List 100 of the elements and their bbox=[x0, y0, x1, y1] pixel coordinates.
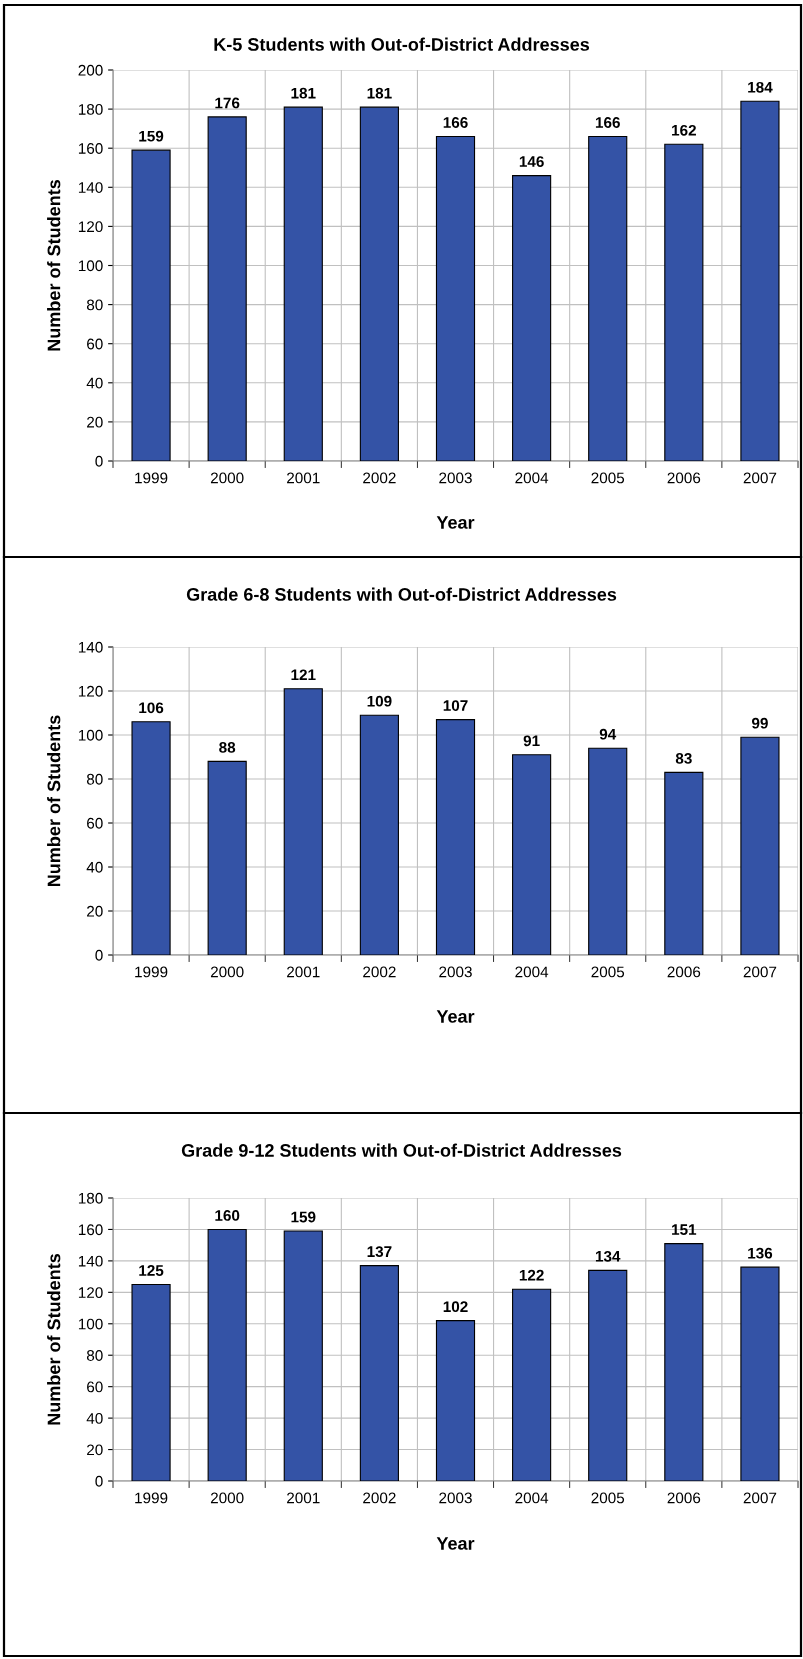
data-label: 91 bbox=[523, 735, 540, 747]
bar bbox=[512, 754, 552, 955]
x-tick-label: 2001 bbox=[287, 472, 320, 484]
x-tick-label: 2005 bbox=[591, 472, 625, 484]
bar bbox=[740, 736, 780, 955]
bar bbox=[588, 1269, 628, 1481]
y-tick-label: 40 bbox=[86, 861, 103, 873]
x-tick-label: 2004 bbox=[515, 1492, 549, 1504]
y-tick-label: 160 bbox=[78, 1224, 103, 1236]
bar bbox=[207, 1228, 247, 1481]
y-axis-title: Number of Students bbox=[47, 1253, 61, 1425]
bar bbox=[359, 106, 399, 461]
chart-title: Grade 6-8 Students with Out-of-District Addresses bbox=[186, 587, 617, 601]
x-tick-label: 2007 bbox=[743, 966, 777, 978]
y-tick-label: 180 bbox=[78, 1192, 103, 1204]
y-tick-label: 140 bbox=[78, 1255, 103, 1267]
bar bbox=[512, 1288, 552, 1481]
bar bbox=[740, 100, 780, 461]
y-tick-label: 20 bbox=[87, 1444, 103, 1456]
x-tick-label: 2002 bbox=[363, 1492, 396, 1504]
data-label: 181 bbox=[367, 87, 392, 99]
y-tick-label: 60 bbox=[87, 817, 103, 829]
x-axis-title: Year bbox=[436, 1537, 475, 1550]
data-label: 99 bbox=[751, 717, 768, 729]
data-label: 151 bbox=[672, 1224, 697, 1236]
y-tick-label: 20 bbox=[87, 905, 103, 917]
x-tick-label: 2001 bbox=[287, 1492, 320, 1504]
x-tick-label: 2007 bbox=[743, 472, 777, 484]
data-label: 106 bbox=[139, 702, 164, 714]
bar bbox=[435, 135, 476, 461]
y-tick-label: 40 bbox=[86, 377, 103, 389]
y-tick-label: 100 bbox=[78, 1318, 103, 1330]
y-tick-label: 100 bbox=[78, 729, 103, 741]
y-tick-label: 180 bbox=[78, 103, 103, 115]
data-label: 121 bbox=[291, 669, 316, 681]
bar bbox=[283, 106, 323, 461]
x-tick-label: 2006 bbox=[667, 472, 701, 484]
data-label: 166 bbox=[595, 117, 620, 128]
data-label: 162 bbox=[672, 124, 696, 136]
data-label: 94 bbox=[599, 728, 617, 740]
bar bbox=[664, 1243, 704, 1481]
data-label: 146 bbox=[519, 156, 544, 167]
y-tick-label: 20 bbox=[87, 416, 103, 428]
y-tick-label: 0 bbox=[95, 949, 103, 961]
x-axis-title: Year bbox=[436, 516, 475, 529]
x-axis-title: Year bbox=[436, 1010, 475, 1023]
data-label: 122 bbox=[519, 1269, 544, 1281]
y-tick-label: 120 bbox=[78, 685, 103, 697]
bar bbox=[207, 116, 247, 461]
x-tick-label: 2005 bbox=[591, 966, 625, 978]
bar bbox=[131, 1283, 171, 1481]
x-tick-label: 2002 bbox=[363, 472, 396, 484]
x-tick-label: 2006 bbox=[667, 1492, 701, 1504]
y-tick-label: 80 bbox=[86, 773, 103, 785]
x-tick-label: 2002 bbox=[363, 966, 396, 978]
y-axis-title: Number of Students bbox=[47, 179, 61, 351]
x-tick-label: 2000 bbox=[210, 966, 244, 978]
bar bbox=[740, 1266, 780, 1481]
bar bbox=[664, 771, 704, 955]
bar bbox=[207, 760, 247, 955]
data-label: 159 bbox=[139, 130, 164, 142]
data-label: 160 bbox=[215, 1210, 240, 1221]
bar bbox=[435, 1320, 476, 1481]
x-tick-label: 2004 bbox=[515, 966, 549, 978]
bar bbox=[588, 747, 628, 955]
x-tick-label: 2005 bbox=[591, 1492, 625, 1504]
y-tick-label: 160 bbox=[78, 143, 103, 154]
y-tick-label: 140 bbox=[78, 641, 103, 653]
data-label: 83 bbox=[675, 753, 692, 764]
y-tick-label: 100 bbox=[78, 260, 103, 272]
data-label: 159 bbox=[291, 1211, 316, 1223]
y-axis-title: Number of Students bbox=[47, 715, 61, 887]
data-label: 166 bbox=[443, 117, 468, 128]
y-tick-label: 200 bbox=[78, 64, 103, 76]
y-tick-label: 140 bbox=[78, 182, 103, 193]
bar bbox=[359, 1265, 399, 1481]
x-tick-label: 2006 bbox=[667, 966, 701, 978]
chart-title: K-5 Students with Out-of-District Addresses bbox=[214, 37, 590, 51]
y-tick-label: 60 bbox=[87, 338, 103, 350]
x-tick-label: 2003 bbox=[439, 966, 472, 978]
bar bbox=[283, 688, 323, 955]
chart-title: Grade 9-12 Students with Out-of-District Addresses bbox=[181, 1143, 622, 1157]
x-tick-label: 2001 bbox=[287, 966, 320, 978]
y-tick-label: 80 bbox=[86, 1350, 103, 1361]
x-tick-label: 1999 bbox=[135, 966, 168, 978]
y-tick-label: 120 bbox=[78, 1287, 103, 1299]
data-label: 107 bbox=[443, 700, 468, 712]
data-label: 176 bbox=[215, 97, 240, 109]
data-label: 137 bbox=[367, 1246, 392, 1258]
bar bbox=[435, 719, 476, 955]
x-tick-label: 2004 bbox=[515, 472, 549, 484]
y-tick-label: 120 bbox=[78, 221, 103, 233]
x-tick-label: 2000 bbox=[210, 472, 244, 484]
x-tick-label: 2003 bbox=[439, 1492, 472, 1504]
data-label: 134 bbox=[595, 1250, 621, 1262]
bar bbox=[359, 714, 399, 955]
x-tick-label: 1999 bbox=[135, 472, 168, 484]
bar bbox=[588, 135, 628, 461]
y-tick-label: 0 bbox=[95, 1475, 103, 1487]
y-tick-label: 0 bbox=[95, 455, 103, 467]
